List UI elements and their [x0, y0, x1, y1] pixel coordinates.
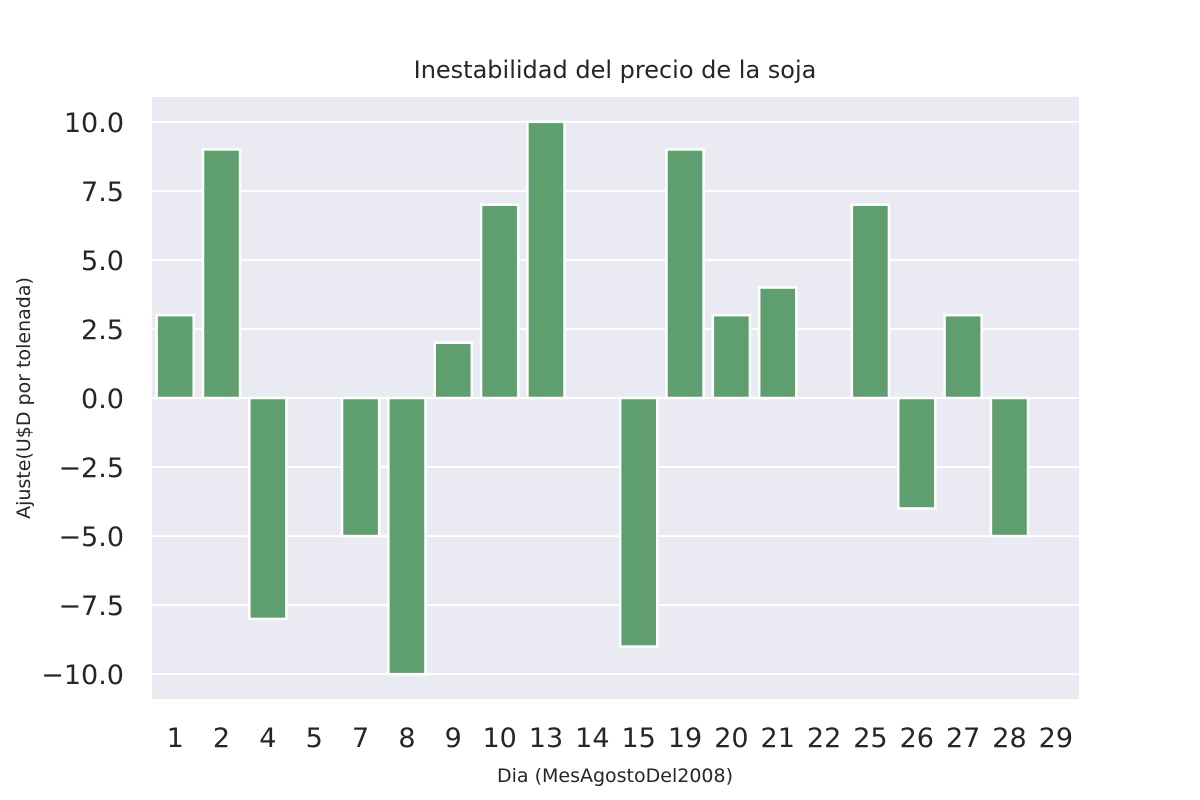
x-tick-label: 28 — [992, 723, 1026, 754]
bar-day-9 — [433, 341, 474, 400]
x-tick-label: 4 — [259, 723, 276, 754]
y-tick-label: −5.0 — [58, 522, 124, 553]
x-axis-label: Dia (MesAgostoDel2008) — [497, 765, 733, 787]
bar-day-13 — [526, 120, 566, 400]
bar-day-4 — [248, 396, 288, 621]
bar-day-20 — [711, 313, 752, 400]
x-tick-label: 25 — [853, 723, 887, 754]
y-tick-label: 10.0 — [64, 108, 124, 139]
y-tick-label: 7.5 — [81, 177, 124, 208]
x-tick-label: 20 — [714, 723, 748, 754]
bar-day-19 — [665, 148, 705, 400]
y-tick-label: 0.0 — [81, 384, 124, 415]
y-axis-label: Ajuste(U$D por tolenada) — [13, 277, 35, 519]
x-tick-label: 27 — [946, 723, 980, 754]
x-tick-label: 21 — [761, 723, 795, 754]
y-tick-label: 5.0 — [81, 246, 124, 277]
x-tick-labels: 1 2 4 5 7 8 9 10 13 14 15 19 20 21 22 25 26 27 28 29 — [167, 723, 1073, 754]
grid-lines — [152, 120, 1079, 676]
y-tick-label: −2.5 — [58, 453, 124, 484]
bar-day-2 — [201, 148, 242, 400]
bar-day-10 — [479, 203, 520, 400]
y-tick-label: −7.5 — [58, 591, 124, 622]
bar-day-1 — [155, 313, 195, 400]
x-tick-label: 8 — [398, 723, 415, 754]
x-tick-label: 13 — [529, 723, 563, 754]
bar-day-7 — [340, 396, 381, 538]
x-tick-label: 19 — [668, 723, 702, 754]
bar-day-25 — [850, 203, 891, 400]
chart-title: Inestabilidad del precio de la soja — [414, 56, 817, 84]
bar-day-27 — [943, 313, 983, 400]
x-tick-label: 7 — [352, 723, 369, 754]
bar-day-28 — [989, 396, 1030, 538]
x-tick-label: 2 — [213, 723, 230, 754]
y-tick-labels: 10.0 7.5 5.0 2.5 0.0 −2.5 −5.0 −7.5 −10.0 — [41, 108, 124, 691]
x-tick-label: 5 — [306, 723, 323, 754]
x-tick-label: 10 — [482, 723, 516, 754]
x-tick-label: 26 — [900, 723, 934, 754]
x-tick-label: 14 — [575, 723, 609, 754]
y-tick-label: 2.5 — [81, 315, 124, 346]
y-tick-label: −10.0 — [41, 660, 124, 691]
x-tick-label: 22 — [807, 723, 841, 754]
bar-day-26 — [896, 396, 937, 510]
x-tick-label: 1 — [167, 723, 184, 754]
bars — [155, 120, 1030, 676]
x-tick-label: 9 — [445, 723, 462, 754]
bar-day-21 — [757, 286, 798, 400]
bar-day-8 — [387, 396, 427, 676]
x-tick-label: 15 — [621, 723, 655, 754]
x-tick-label: 29 — [1039, 723, 1073, 754]
bar-day-15 — [618, 396, 659, 648]
